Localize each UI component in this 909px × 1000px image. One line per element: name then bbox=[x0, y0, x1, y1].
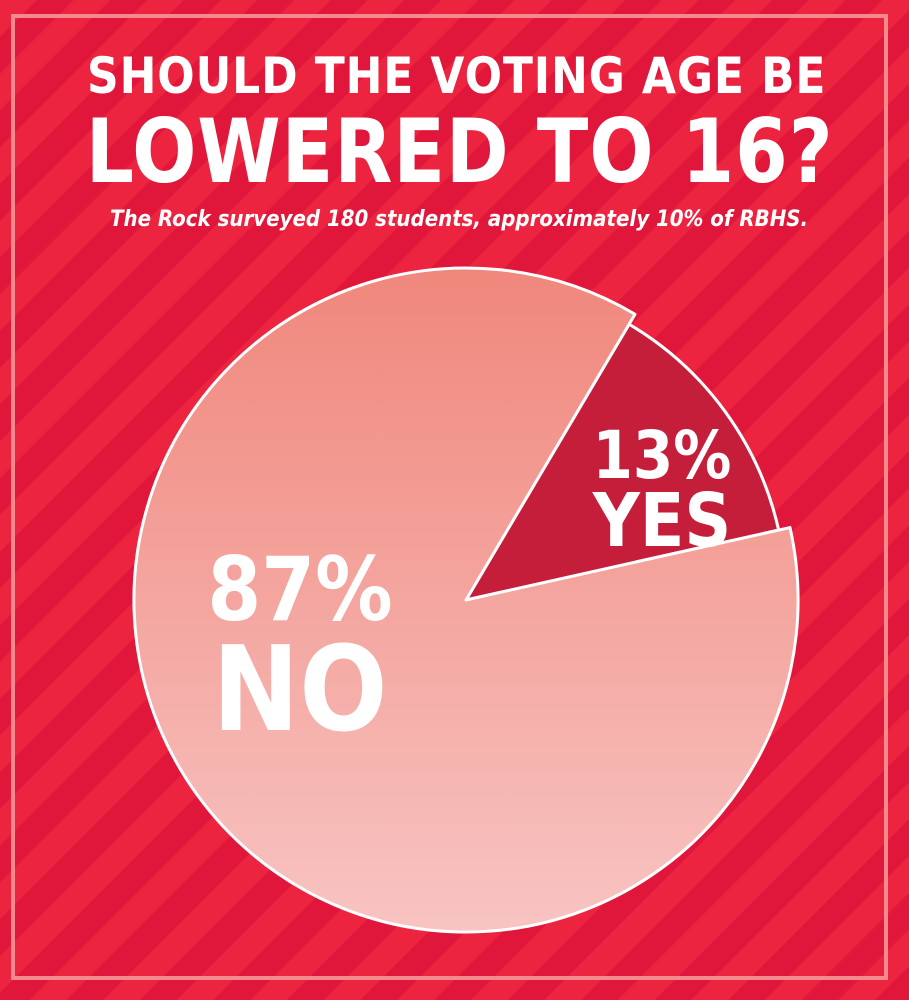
pie-slices bbox=[132, 266, 800, 934]
chart-subtitle: The Rock surveyed 180 students, approxim… bbox=[109, 207, 809, 232]
slice-value-label-yes: 13% bbox=[592, 416, 731, 494]
slice-name-label-no: NO bbox=[212, 622, 387, 759]
slice-name-label-yes: YES bbox=[592, 478, 731, 564]
slice-value-label-no: 87% bbox=[207, 538, 392, 641]
pie-slice-no bbox=[132, 266, 800, 934]
chart-title-line-1: SHOULD THE VOTING AGE BE bbox=[87, 47, 827, 105]
pie-slice-yes bbox=[464, 322, 781, 602]
chart-title-line-2: LOWERED TO 16? bbox=[85, 100, 834, 203]
pie-labels: 13%YES 87%NO bbox=[207, 416, 731, 758]
